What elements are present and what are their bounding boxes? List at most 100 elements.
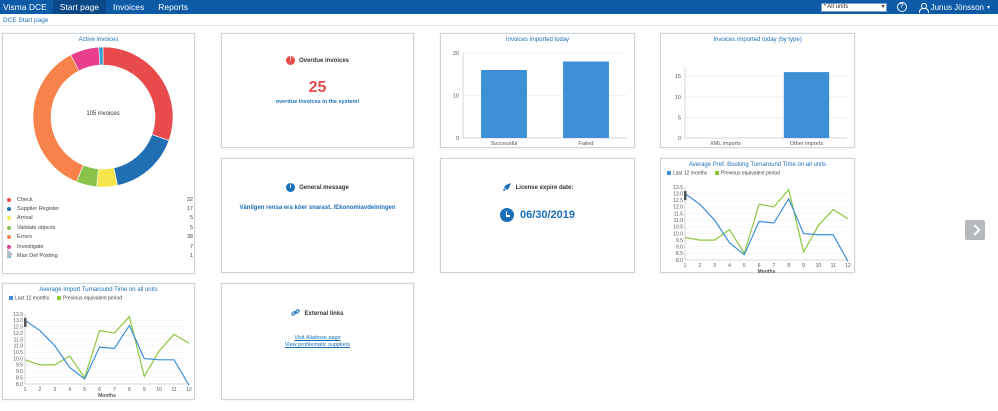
legend-label: Validate objects xyxy=(17,224,56,231)
legend-label-1: Previous equivalent period xyxy=(63,296,122,302)
legend-label: Errors xyxy=(17,234,32,241)
nav-reports[interactable]: Reports xyxy=(158,2,188,12)
x-tick-label: Successful xyxy=(491,141,518,147)
x-tick-label: 2 xyxy=(698,263,701,269)
imported-by-type-chart: 0 5 10 15 XML imports Other imports xyxy=(675,68,847,147)
x-tick-label: 8 xyxy=(128,387,131,393)
x-axis-label: Months xyxy=(758,269,776,274)
legend-item[interactable]: Arrival 5 xyxy=(7,214,193,223)
x-tick-label: 2 xyxy=(39,387,42,393)
legend-item[interactable]: Investigate 7 xyxy=(7,242,193,251)
legend-value: 5 xyxy=(189,224,193,231)
imported-by-type-card: Invoices imported today (by type) 0 5 10 15… xyxy=(660,33,855,148)
overdue-invoices-card: ! Overdue invoices 25 overdue invoices i… xyxy=(221,33,414,148)
unit-select[interactable]: * All units ▾ xyxy=(820,2,887,12)
legend-item[interactable]: Supplier Register 17 xyxy=(7,204,193,213)
scroll-handle[interactable] xyxy=(684,190,687,200)
legend-value: 38 xyxy=(186,234,193,241)
x-tick-label: 5 xyxy=(83,387,86,393)
x-tick-label: 5 xyxy=(743,263,746,269)
imported-today-card: Invoices imported today 0 10 20 Successful F… xyxy=(440,33,635,148)
legend-label-1: Previous equivalent period xyxy=(721,171,780,177)
unit-select-value: * All units xyxy=(823,3,849,10)
legend-item[interactable]: Validate objects 5 xyxy=(7,223,193,232)
help-icon[interactable]: ? xyxy=(896,2,907,12)
nav-start-page[interactable]: Start page xyxy=(52,0,107,14)
legend-item[interactable]: Man Def Posting 1 xyxy=(7,251,193,260)
y-tick-label: 9.5 xyxy=(16,363,23,369)
donut-slice-0[interactable] xyxy=(102,46,174,141)
next-page-arrow-icon[interactable] xyxy=(965,220,985,240)
y-tick-label: 12.5 xyxy=(13,325,23,331)
brand-logo[interactable]: Visma DCE xyxy=(3,2,47,12)
active-invoices-donut: 105 invoices xyxy=(32,46,174,188)
y-tick-label: 10.0 xyxy=(673,231,683,237)
nav-invoices[interactable]: Invoices xyxy=(113,2,145,12)
user-name[interactable]: Junus Jönsson xyxy=(930,2,984,12)
legend-value: 7 xyxy=(189,243,193,250)
donut-center-label: 105 invoices xyxy=(86,111,120,117)
x-tick-label: 10 xyxy=(816,263,822,269)
legend-scroll-arrow-icon[interactable] xyxy=(7,249,13,259)
import-turnaround-title: Average Import Turnaround Time on all un… xyxy=(39,287,158,293)
link-icon xyxy=(291,308,301,319)
legend-swatch-1 xyxy=(715,171,719,175)
donut-slice-6[interactable] xyxy=(98,46,104,66)
y-tick-label: 10 xyxy=(675,95,681,101)
pref-booking-card: Average Pref. Booking Turnaround Time on… xyxy=(660,158,855,274)
series-line[interactable] xyxy=(684,193,849,262)
scroll-handle[interactable] xyxy=(24,317,27,327)
bar-1[interactable] xyxy=(783,72,830,138)
legend-item[interactable]: Check 32 xyxy=(7,195,193,204)
breadcrumb[interactable]: DCE Start page xyxy=(3,17,49,24)
x-tick-label: 9 xyxy=(143,387,146,393)
legend-dot-icon xyxy=(7,225,11,230)
x-tick-label: 11 xyxy=(831,263,836,269)
bar-0[interactable] xyxy=(481,70,527,138)
y-tick-label: 9.0 xyxy=(16,369,23,375)
legend-item[interactable]: Errors 38 xyxy=(7,233,193,242)
donut-slice-2[interactable] xyxy=(96,167,118,188)
legend-dot-icon xyxy=(7,216,11,221)
user-icon[interactable] xyxy=(918,2,929,13)
y-tick-label: 13.0 xyxy=(13,318,23,324)
header-right: * All units ▾ ? Junus Jönsson ▾ xyxy=(820,0,998,14)
x-tick-label: 3 xyxy=(53,387,56,393)
donut-slice-4[interactable] xyxy=(32,54,84,183)
license-card: License expire date: 06/30/2019 xyxy=(440,158,635,273)
series-line[interactable] xyxy=(24,315,190,379)
donut-slice-1[interactable] xyxy=(113,134,170,186)
link-problematic-suppliers[interactable]: View problematic suppliers xyxy=(284,342,351,348)
legend-dot-icon xyxy=(7,244,11,249)
y-tick-label: 13.5 xyxy=(13,312,23,318)
y-tick-label: 15 xyxy=(675,74,681,80)
exclamation-icon: ! xyxy=(285,56,295,65)
chevron-down-icon: ▾ xyxy=(881,3,885,10)
legend-label-0: Last 12 months xyxy=(673,171,708,177)
external-links-title: External links xyxy=(304,310,344,317)
y-tick-label: 8.5 xyxy=(16,375,23,381)
y-tick-label: 11.5 xyxy=(674,211,684,217)
x-tick-label: 1 xyxy=(24,387,27,393)
breadcrumb-divider xyxy=(0,25,998,26)
active-invoices-card: Active invoices 105 invoices Check 32 Supp… xyxy=(2,33,195,274)
overdue-text[interactable]: overdue invoices in the system! xyxy=(275,99,360,105)
bar-1[interactable] xyxy=(563,61,609,139)
series-line[interactable] xyxy=(684,188,849,255)
info-icon: i xyxy=(286,183,296,192)
x-tick-label: 8 xyxy=(787,263,790,269)
import-turnaround-card: Average Import Turnaround Time on all un… xyxy=(2,283,195,400)
legend-swatch-1 xyxy=(57,296,61,300)
y-tick-label: 9.0 xyxy=(676,245,683,251)
x-tick-label: 9 xyxy=(802,263,805,269)
overdue-count[interactable]: 25 xyxy=(308,79,327,96)
active-invoices-legend: Check 32 Supplier Register 17 Arrival 5 Valida… xyxy=(7,195,193,261)
x-tick-label: 4 xyxy=(68,387,71,393)
y-tick-label: 10.0 xyxy=(13,356,23,362)
y-tick-label: 11.0 xyxy=(674,218,684,224)
x-tick-label: 11 xyxy=(171,387,176,393)
legend-value: 32 xyxy=(186,196,193,203)
series-line[interactable] xyxy=(24,319,190,386)
link-visit-page[interactable]: Visit Aliabose page xyxy=(294,335,341,341)
user-menu-chevron-icon[interactable]: ▾ xyxy=(986,4,990,11)
